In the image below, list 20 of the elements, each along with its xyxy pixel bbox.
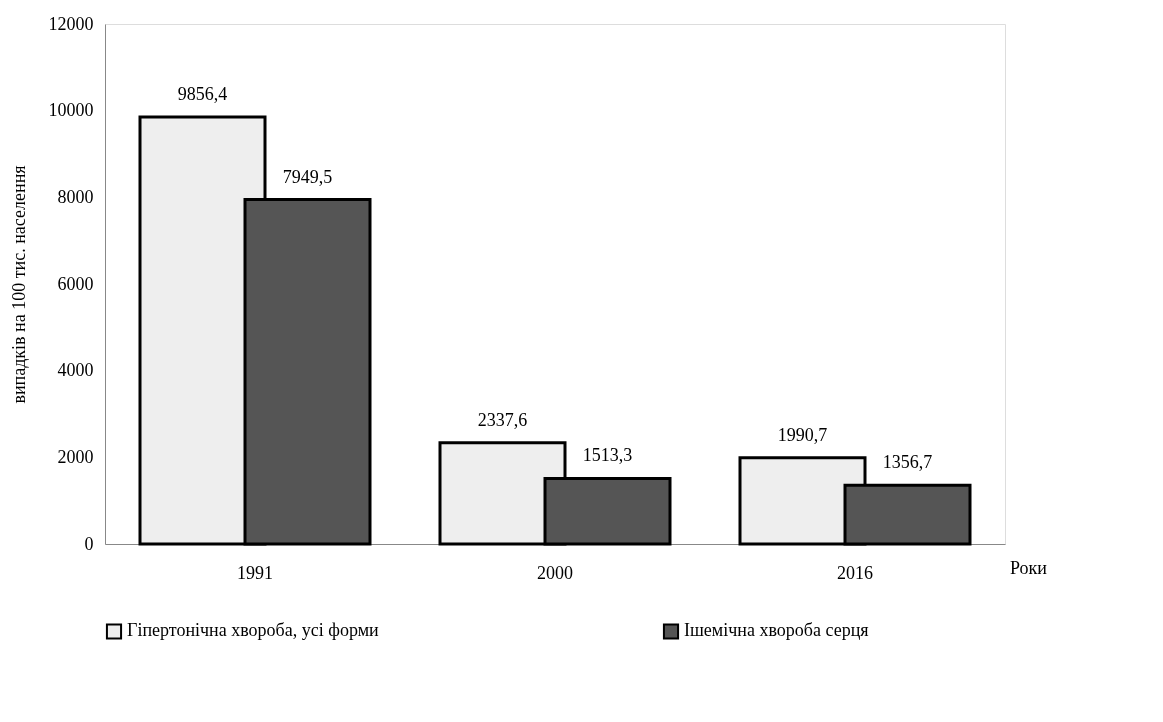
y-tick-label: 4000 [57, 360, 94, 381]
legend-label: Гіпертонічна хвороба, усі форми [127, 620, 380, 641]
legend-label: Ішемічна хвороба серця [684, 620, 869, 641]
data-label: 9856,4 [177, 83, 228, 104]
x-axis-title: Роки [1010, 558, 1048, 578]
data-label: 1356,7 [882, 452, 933, 473]
x-tick-label: 2000 [537, 562, 573, 583]
data-label: 7949,5 [282, 166, 333, 187]
y-tick-label: 2000 [57, 446, 94, 467]
x-tick-label: 2016 [837, 562, 873, 583]
data-label: 1513,3 [582, 445, 633, 466]
y-tick-label: 12000 [48, 13, 94, 34]
data-label: 1990,7 [777, 424, 828, 445]
y-tick-label: 8000 [57, 186, 94, 207]
y-tick-label: 6000 [57, 273, 94, 294]
y-axis-title: випадків на 100 тис. населення [8, 165, 29, 404]
x-tick-label: 1991 [237, 562, 273, 583]
y-tick-label: 0 [84, 533, 94, 554]
data-label: 2337,6 [477, 409, 528, 430]
y-tick-label: 10000 [48, 100, 94, 121]
